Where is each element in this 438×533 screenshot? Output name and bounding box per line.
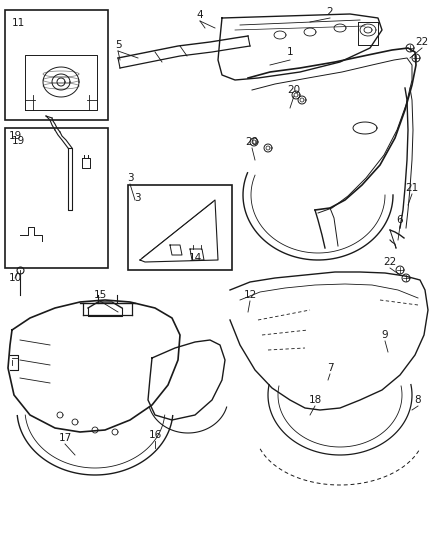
Text: 3: 3 <box>127 173 133 183</box>
Text: 4: 4 <box>197 10 203 20</box>
Text: 21: 21 <box>406 183 419 193</box>
Text: 12: 12 <box>244 290 257 300</box>
Text: 18: 18 <box>308 395 321 405</box>
Bar <box>5 128 108 268</box>
Text: 19: 19 <box>8 131 21 141</box>
Text: 16: 16 <box>148 430 162 440</box>
Text: 6: 6 <box>397 215 403 225</box>
Bar <box>5 10 108 120</box>
Text: 19: 19 <box>12 136 25 146</box>
Text: 1: 1 <box>287 47 293 57</box>
Text: 20: 20 <box>287 85 300 95</box>
Text: 22: 22 <box>383 257 397 267</box>
Text: 15: 15 <box>93 290 106 300</box>
Text: 22: 22 <box>415 37 429 47</box>
Text: 5: 5 <box>115 40 121 50</box>
Text: 14: 14 <box>188 253 201 263</box>
Text: 3: 3 <box>134 193 141 203</box>
Text: 8: 8 <box>415 395 421 405</box>
Text: 9: 9 <box>381 330 389 340</box>
Text: 11: 11 <box>12 18 25 28</box>
Text: 10: 10 <box>8 273 21 283</box>
Text: 2: 2 <box>327 7 333 17</box>
Text: 20: 20 <box>245 137 258 147</box>
Text: 17: 17 <box>58 433 72 443</box>
Bar <box>128 185 232 270</box>
Text: 7: 7 <box>327 363 333 373</box>
